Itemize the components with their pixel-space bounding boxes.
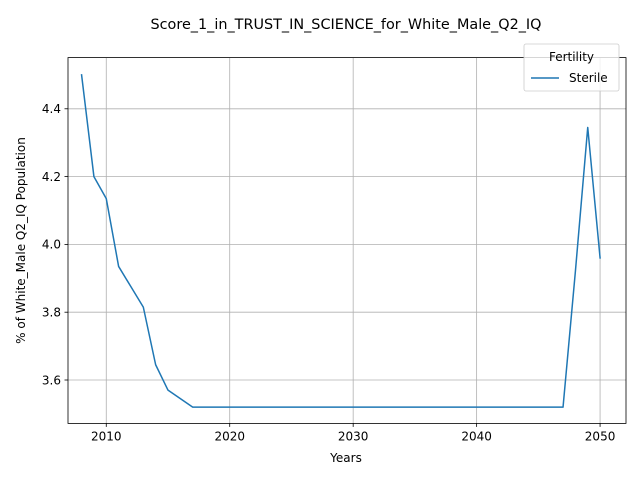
chart-title: Score_1_in_TRUST_IN_SCIENCE_for_White_Ma… — [151, 17, 542, 33]
x-tick-label: 2040 — [461, 429, 492, 443]
x-tick-label: 2010 — [91, 429, 122, 443]
y-tick-label: 3.6 — [42, 373, 61, 387]
x-tick-label: 2030 — [338, 429, 369, 443]
x-tick-label: 2020 — [214, 429, 245, 443]
grid — [68, 57, 626, 424]
y-tick-label: 4.4 — [42, 102, 61, 116]
series-layer — [80, 74, 601, 408]
x-axis-label: Years — [329, 451, 362, 465]
legend-title: Fertility — [549, 50, 594, 64]
y-tick-label: 4.2 — [42, 170, 61, 184]
legend-label-sterile: Sterile — [569, 71, 608, 85]
plot-frame — [67, 57, 627, 424]
y-axis-ticks: 3.6 3.8 4.0 4.2 4.4 — [42, 102, 68, 387]
y-tick-label: 4.0 — [42, 238, 61, 252]
x-tick-label: 2050 — [585, 429, 616, 443]
x-axis-ticks: 2010 2020 2030 2040 2050 — [91, 423, 615, 443]
legend: Fertility Sterile — [523, 43, 620, 92]
y-tick-label: 3.8 — [42, 306, 61, 320]
series-line-sterile — [80, 74, 601, 408]
y-axis-label: % of White_Male Q2_IQ Population — [14, 137, 28, 344]
legend-box — [523, 43, 620, 92]
